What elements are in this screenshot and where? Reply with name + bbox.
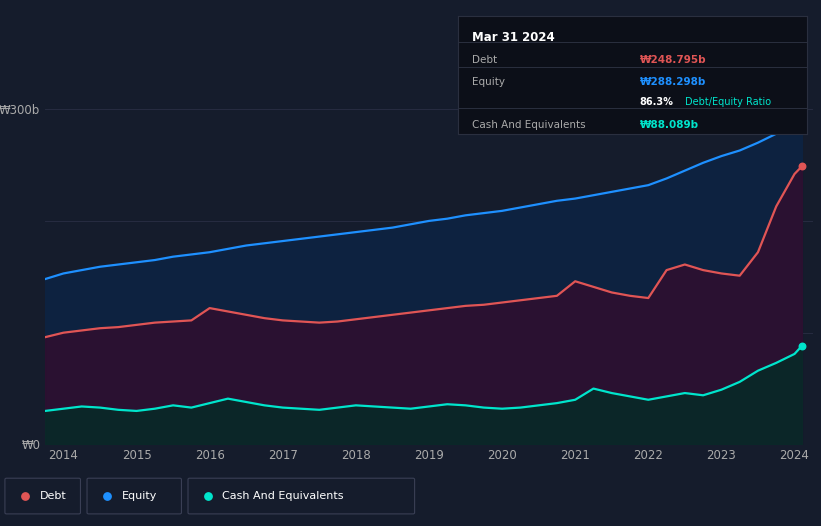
- FancyBboxPatch shape: [87, 478, 181, 514]
- Text: Debt: Debt: [472, 55, 498, 65]
- FancyBboxPatch shape: [188, 478, 415, 514]
- Text: ₩88.089b: ₩88.089b: [640, 120, 699, 130]
- Text: Mar 31 2024: Mar 31 2024: [472, 31, 555, 44]
- Point: [796, 342, 809, 350]
- FancyBboxPatch shape: [5, 478, 80, 514]
- Point: [796, 162, 809, 170]
- Text: ₩248.795b: ₩248.795b: [640, 55, 706, 65]
- Text: Cash And Equivalents: Cash And Equivalents: [222, 491, 344, 501]
- Point: [201, 491, 214, 500]
- Text: ₩288.298b: ₩288.298b: [640, 77, 706, 87]
- Point: [100, 491, 113, 500]
- Text: Equity: Equity: [122, 491, 157, 501]
- Point: [796, 118, 809, 126]
- Text: Debt: Debt: [39, 491, 67, 501]
- Point: [18, 491, 31, 500]
- Text: 86.3%: 86.3%: [640, 97, 673, 107]
- Text: Cash And Equivalents: Cash And Equivalents: [472, 120, 585, 130]
- Text: Equity: Equity: [472, 77, 505, 87]
- Text: Debt/Equity Ratio: Debt/Equity Ratio: [685, 97, 771, 107]
